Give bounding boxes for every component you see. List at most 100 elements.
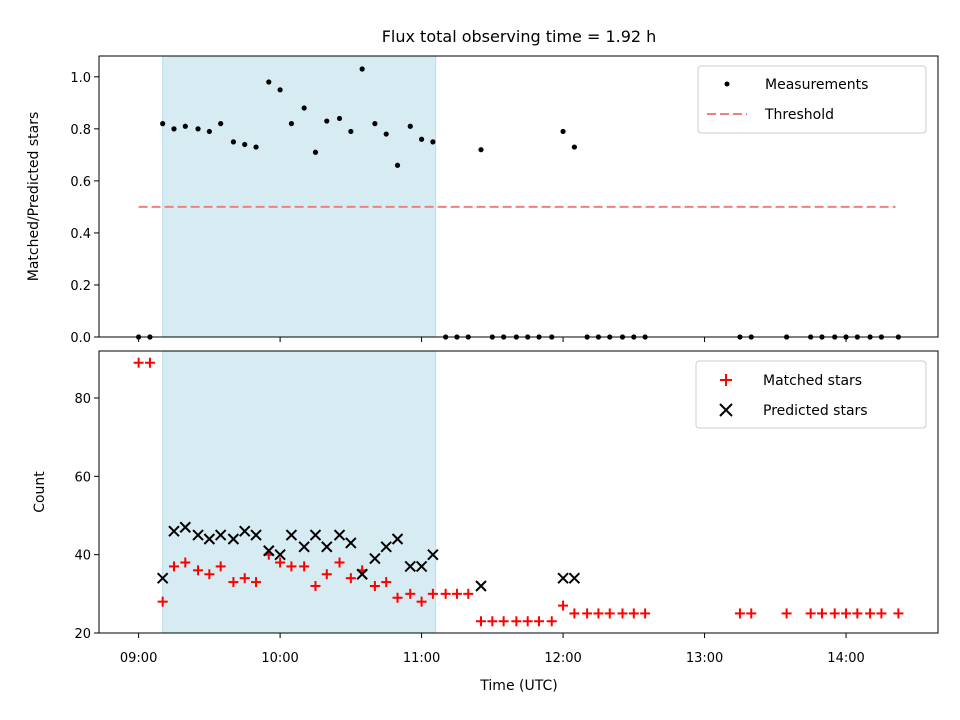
- measurement-point: [348, 128, 354, 135]
- predicted-star-point: [179, 521, 192, 533]
- matched-star-point: [275, 557, 286, 568]
- predicted-star-point: [391, 533, 404, 545]
- predicted-star-point: [356, 568, 368, 580]
- legend-measurements-label: Measurements: [765, 77, 868, 93]
- measurement-point: [206, 128, 212, 135]
- measurement-point: [372, 121, 378, 127]
- legend-threshold-label: Threshold: [764, 107, 834, 123]
- predicted-star-point: [250, 529, 262, 541]
- matched-star-point: [604, 608, 615, 619]
- predicted-star-point: [345, 537, 357, 549]
- bottom-legend: Matched stars Predicted stars: [695, 360, 927, 429]
- matched-star-point: [852, 608, 863, 619]
- predicted-star-point: [214, 529, 227, 541]
- predicted-star-point: [298, 541, 310, 553]
- predicted-star-point: [415, 560, 428, 573]
- matched-star-point: [392, 592, 403, 603]
- measurement-point: [418, 136, 425, 142]
- chart-title: Flux total observing time = 1.92 h: [382, 27, 657, 46]
- matched-star-point: [381, 577, 392, 588]
- legend-predicted-marker: [719, 403, 733, 417]
- matched-star-point: [734, 608, 745, 619]
- top-axes-frame: [98, 55, 939, 338]
- predicted-star-point: [333, 529, 346, 541]
- matched-star-point: [829, 608, 840, 619]
- matched-star-point: [310, 581, 321, 591]
- predicted-star-point: [156, 572, 169, 584]
- measurement-point: [266, 79, 272, 85]
- matched-star-point: [893, 608, 904, 619]
- predicted-star-point: [285, 529, 298, 541]
- measurement-point: [171, 126, 177, 132]
- measurement-point: [242, 141, 248, 148]
- legend-matched-label: Matched stars: [763, 373, 862, 389]
- bottom-legend-box: [695, 360, 927, 429]
- measurement-point: [336, 115, 343, 122]
- matched-star-point: [239, 573, 250, 584]
- predicted-star-point: [475, 580, 487, 592]
- measurement-point: [253, 144, 259, 150]
- x-axis-label: Time (UTC): [479, 678, 557, 694]
- matched-star-point: [746, 608, 757, 619]
- measurement-point: [478, 147, 484, 153]
- legend-matched-marker: [720, 374, 732, 386]
- matched-star-point: [511, 616, 522, 627]
- y-tick-label: 0.6: [70, 175, 91, 190]
- top-y-ticks: 0.0 0.2 0.4 0.6 0.8 1.0: [70, 71, 99, 346]
- matched-star-point: [157, 596, 168, 607]
- matched-star-point: [617, 608, 628, 619]
- predicted-star-point: [369, 552, 381, 565]
- matched-star-point: [334, 557, 345, 568]
- matched-star-point: [133, 357, 144, 368]
- matched-star-point: [781, 608, 792, 619]
- predicted-star-point: [380, 541, 392, 553]
- y-tick-label: 0.2: [70, 279, 91, 294]
- matched-star-point: [204, 569, 215, 580]
- top-legend-box: [697, 65, 927, 134]
- predicted-star-point: [227, 533, 240, 545]
- predicted-star-point: [239, 525, 251, 537]
- matched-star-point: [805, 608, 816, 619]
- predicted-star-point: [557, 572, 569, 584]
- matched-star-point: [345, 573, 356, 584]
- legend-predicted-label: Predicted stars: [763, 403, 868, 419]
- measurement-point: [324, 118, 330, 124]
- highlight-span-top: [162, 55, 437, 338]
- measurement-point: [359, 66, 365, 72]
- matched-star-point: [876, 608, 887, 619]
- matched-star-point: [569, 608, 580, 619]
- x-tick-label: 11:00: [403, 651, 440, 666]
- top-y-axis-label: Matched/Predicted stars: [26, 112, 42, 282]
- matched-star-point: [498, 616, 509, 627]
- matched-star-point: [628, 608, 639, 619]
- predicted-star-point: [321, 541, 333, 553]
- measurement-point: [560, 128, 566, 135]
- matched-star-point: [463, 588, 474, 599]
- predicted-star-point: [168, 525, 180, 537]
- predicted-star-point: [263, 545, 275, 557]
- top-panel: 0.0 0.2 0.4 0.6 0.8 1.0 Matched/Predicted sta…: [26, 55, 939, 346]
- matched-star-point: [427, 588, 438, 599]
- measurement-point: [394, 162, 401, 168]
- matched-star-point: [640, 608, 651, 619]
- measurement-point: [195, 126, 201, 132]
- bottom-y-ticks: 20 40 60 80: [74, 392, 99, 642]
- y-tick-label: 0.8: [70, 123, 91, 138]
- measurement-point: [301, 105, 307, 111]
- predicted-star-point: [427, 548, 439, 561]
- y-tick-label: 80: [74, 392, 91, 407]
- y-tick-label: 0.4: [70, 227, 91, 242]
- predicted-star-point: [203, 533, 216, 545]
- x-tick-label: 10:00: [261, 651, 298, 666]
- measurement-point: [160, 121, 166, 127]
- y-tick-label: 60: [74, 470, 91, 485]
- matched-star-point: [321, 569, 332, 580]
- matched-star-point: [405, 588, 416, 599]
- matched-star-point: [228, 577, 239, 588]
- matched-star-point: [168, 561, 179, 572]
- measurement-point: [182, 123, 188, 129]
- predicted-star-point: [404, 560, 416, 573]
- measurement-points: [136, 66, 901, 340]
